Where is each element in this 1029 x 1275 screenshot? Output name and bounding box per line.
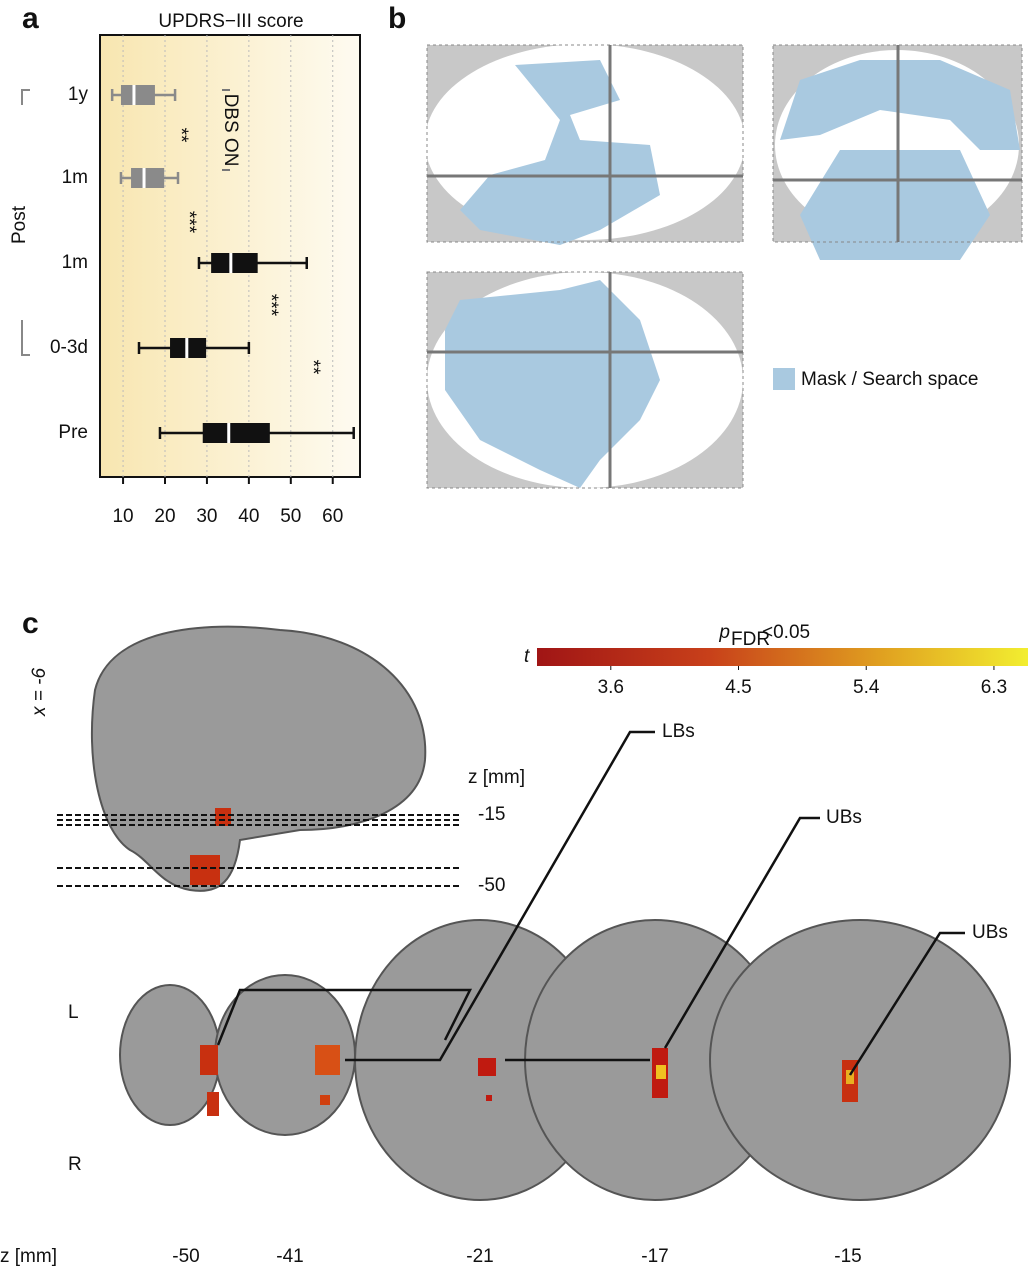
- cb-p: p: [718, 622, 730, 643]
- y-tick-label: 1y: [68, 84, 89, 105]
- x-tick-label: 10: [112, 506, 133, 527]
- y-tick-label: 1m: [62, 167, 88, 188]
- z-label: z [mm]: [468, 767, 525, 788]
- glass-brain-sagittal: [425, 44, 745, 245]
- axial-z: -21: [466, 1246, 493, 1267]
- x-tick-label: 40: [238, 506, 259, 527]
- y-tick-label: 1m: [62, 252, 88, 273]
- significance: ***: [178, 211, 199, 234]
- colorbar: [537, 648, 1028, 666]
- y-tick-label: 0-3d: [50, 337, 88, 358]
- significance: **: [170, 128, 191, 143]
- box: [121, 85, 155, 105]
- significance: **: [302, 360, 323, 375]
- axial-z: -41: [276, 1246, 303, 1267]
- cb-tick-label: 5.4: [853, 677, 880, 698]
- cb-label: t: [524, 646, 530, 667]
- group-label: Post: [9, 205, 30, 244]
- axial-z-values: -50 -41 -21 -17 -15: [172, 1246, 861, 1267]
- z-value: -15: [478, 804, 505, 825]
- cb-tick-label: 4.5: [725, 677, 751, 698]
- dbs-label: DBS ON: [220, 94, 241, 167]
- panel-letter: b: [388, 2, 406, 35]
- figure: a UPDRS−III score Post 10 20 30 40 50 60 1y 1m 1…: [0, 0, 1029, 1275]
- activation: [190, 855, 220, 885]
- side-label: R: [68, 1154, 82, 1175]
- x-tick-label: 60: [322, 506, 343, 527]
- legend-swatch: [773, 368, 795, 390]
- legend-label: Mask / Search space: [801, 369, 978, 390]
- colorbar-ticks: 3.6 4.5 5.4 6.3: [598, 666, 1008, 698]
- significance: ***: [260, 294, 281, 317]
- cb-rest: <0.05: [762, 622, 810, 643]
- activation: [215, 808, 231, 826]
- axial-z-label: z [mm]: [0, 1246, 57, 1267]
- panel-letter: c: [22, 607, 39, 640]
- side-label: L: [68, 1002, 79, 1023]
- x-tick-label: 30: [196, 506, 217, 527]
- axial-z: -15: [834, 1246, 861, 1267]
- box: [203, 423, 270, 443]
- z-value: -50: [478, 875, 505, 896]
- box: [211, 253, 258, 273]
- y-tick-label: Pre: [58, 422, 88, 443]
- glass-brain-axial: [427, 272, 743, 488]
- sagittal-brain: [92, 627, 425, 891]
- axial-z: -17: [641, 1246, 668, 1267]
- box: [131, 168, 164, 188]
- axial-z: -50: [172, 1246, 199, 1267]
- panel-letter: a: [22, 2, 39, 35]
- x-tick-label: 20: [154, 506, 175, 527]
- x-label: x = -6: [29, 668, 50, 717]
- x-tick-label: 50: [280, 506, 301, 527]
- cb-tick-label: 6.3: [981, 677, 1007, 698]
- glass-brain-coronal: [773, 45, 1022, 260]
- cb-tick-label: 3.6: [598, 677, 624, 698]
- callout-label: LBs: [662, 721, 695, 742]
- callout-label: UBs: [972, 922, 1008, 943]
- callout-label: UBs: [826, 807, 862, 828]
- chart-title: UPDRS−III score: [158, 11, 303, 32]
